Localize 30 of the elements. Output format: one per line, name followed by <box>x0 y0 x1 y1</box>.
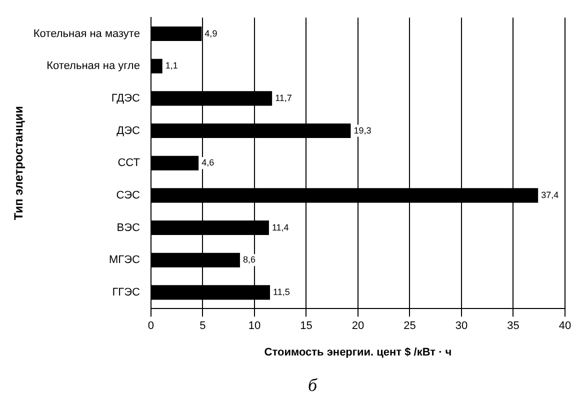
y-tick-label: ВЭС <box>116 222 140 234</box>
y-tick-label: МГЭС <box>108 254 140 266</box>
y-axis-title: Тип элетростанции <box>12 106 26 220</box>
data-label: 4,9 <box>204 28 218 38</box>
data-label: 11,5 <box>273 286 290 297</box>
y-tick-label: ГГЭС <box>112 286 140 298</box>
data-label: 19,3 <box>354 125 372 136</box>
x-tick-label: 15 <box>300 320 312 332</box>
x-tick-label: 40 <box>558 320 572 332</box>
x-axis-title: Стоимость энергии. цент $ /кВт · ч <box>264 346 452 358</box>
y-tick-label: Котельная на мазуте <box>33 28 140 40</box>
y-tick-label: ДЭС <box>116 124 140 137</box>
text: б <box>306 375 318 396</box>
y-tick-label: ГДЭС <box>111 92 140 104</box>
data-label: 11,4 <box>272 222 289 232</box>
x-tick-label: 25 <box>404 320 416 332</box>
y-tick-label: ССТ <box>118 157 140 170</box>
x-tick-label: 10 <box>248 320 261 332</box>
y-tick-label: Котельная на угле <box>46 60 140 72</box>
x-tick-label: 0 <box>148 320 154 332</box>
data-label: 1,1 <box>165 60 178 71</box>
x-tick-label: 30 <box>455 320 468 332</box>
x-tick-label: 35 <box>507 320 520 332</box>
data-label: 8,6 <box>242 254 256 265</box>
x-tick-label: 20 <box>352 320 364 332</box>
data-label: 37,4 <box>541 190 559 200</box>
x-tick-label: 5 <box>200 320 206 332</box>
y-tick-label: СЭС <box>116 189 140 202</box>
data-label: 4,6 <box>202 158 214 168</box>
data-label: 11,7 <box>275 92 292 103</box>
